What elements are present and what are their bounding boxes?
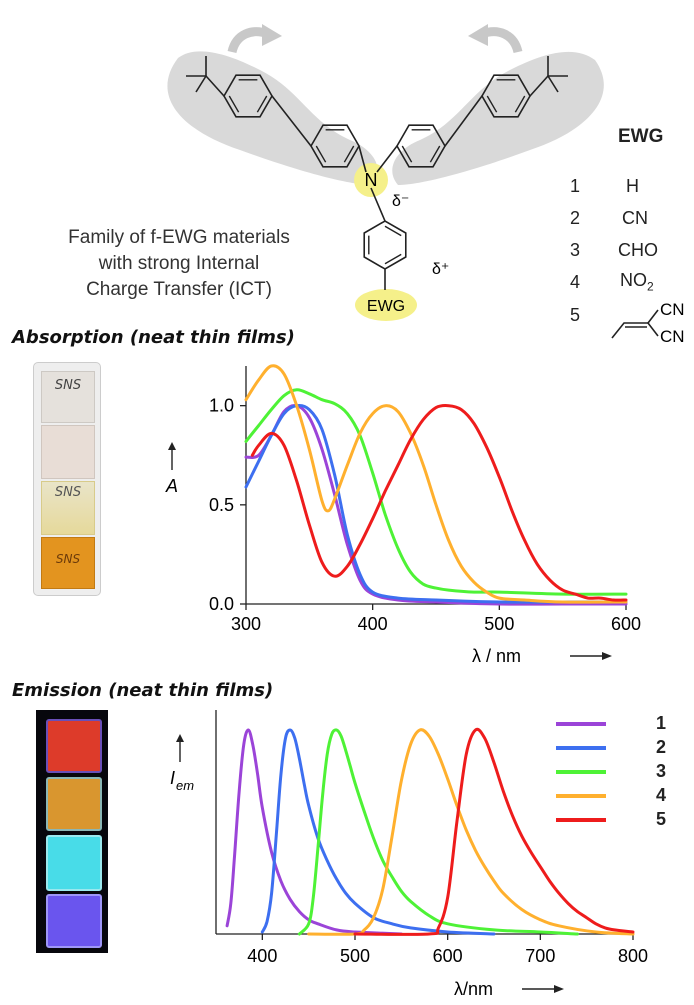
caption-line-3: Charge Transfer (ICT): [86, 279, 272, 300]
em-xtick-label: 700: [525, 946, 555, 966]
em-ylabel-sub: em: [176, 778, 194, 793]
abs-ytick-label: 0.0: [209, 594, 234, 614]
abs-series-3-line: [244, 388, 628, 596]
film-3: SNS: [41, 481, 95, 535]
film-1: SNS: [41, 371, 95, 423]
emission-chart: 400 500 600 700 800 I em λ/nm: [170, 710, 648, 999]
delta-minus-label: δ⁻: [392, 193, 409, 210]
absorption-film-photo: SNS SNS SNS: [33, 362, 101, 596]
em-xtick-label: 800: [618, 946, 648, 966]
em-xtick-label: 600: [433, 946, 463, 966]
glow-film-5: [46, 719, 102, 773]
legend-label: 3: [656, 761, 667, 781]
nitrogen-highlight: [354, 163, 388, 197]
caption-line-1: Family of f-EWG materials: [68, 227, 290, 248]
legend-swatch: [556, 722, 606, 726]
em-series-1-line: [225, 728, 403, 936]
legend-label: 5: [656, 809, 667, 829]
abs-xtick-label: 300: [231, 614, 261, 634]
bottom-phenyl-ring: [363, 220, 407, 270]
legend-item-1: 1: [556, 713, 686, 735]
ewg-num-2: 2: [570, 208, 581, 228]
absorption-section-title: Absorption (neat thin films): [12, 327, 295, 348]
em-ylabel-arrowhead-icon: [176, 734, 184, 742]
legend-swatch: [556, 794, 606, 798]
legend-swatch: [556, 818, 606, 822]
legend-item-5: 5: [556, 809, 686, 831]
emission-film-photo: [36, 710, 108, 953]
em-series-5-line: [353, 727, 635, 936]
abs-ytick-label: 1.0: [209, 396, 234, 416]
nitrogen-label: N: [365, 170, 378, 190]
ewg-group-label: EWG: [367, 298, 405, 315]
ewg-val-3: CHO: [618, 240, 658, 260]
molecule-caption: Family of f-EWG materials with strong In…: [24, 225, 334, 303]
glow-film-1: [46, 894, 102, 948]
absorption-chart: 0.0 0.5 1.0 300 400 500 600 Aλ / nm: [165, 364, 641, 666]
abs-xtick-label: 600: [611, 614, 641, 634]
ewg-num-3: 3: [570, 240, 581, 260]
ewg-val-4: NO2: [620, 270, 654, 294]
abs-xtick-label: 500: [484, 614, 514, 634]
em-xlabel-arrowhead-icon: [554, 985, 564, 993]
rotation-arrowhead-left-icon: [262, 24, 282, 46]
cn-top-label: CN: [660, 300, 685, 319]
ewg-num-1: 1: [570, 176, 581, 196]
legend-swatch: [556, 770, 606, 774]
legend-item-3: 3: [556, 761, 686, 783]
ewg-val-2: CN: [622, 208, 648, 228]
em-ylabel: I: [170, 768, 175, 788]
abs-ytick-label: 0.5: [209, 495, 234, 515]
em-xtick-label: 400: [247, 946, 277, 966]
emission-section-title: Emission (neat thin films): [12, 680, 274, 701]
ewg-num-4: 4: [570, 272, 581, 292]
film-4: SNS: [41, 537, 95, 589]
legend-label: 4: [656, 785, 667, 805]
cn-bottom-label: CN: [660, 327, 685, 346]
glow-film-3: [46, 835, 102, 891]
film-2: [41, 425, 95, 479]
abs-xlabel: λ / nm: [472, 646, 521, 666]
ewg-val-1: H: [626, 176, 639, 196]
em-series-4-line: [307, 728, 635, 936]
film-1-label: SNS: [54, 378, 82, 393]
dicyanovinyl-structure: CN CN: [611, 300, 685, 346]
em-series-2-line: [260, 728, 496, 936]
em-xtick-label: 500: [340, 946, 370, 966]
delta-plus-label: δ⁺: [432, 261, 449, 278]
ewg-num-5: 5: [570, 305, 581, 325]
abs-xlabel-arrowhead-icon: [602, 652, 612, 660]
legend-label: 2: [656, 737, 667, 757]
ewg-table-header: EWG: [618, 126, 664, 147]
legend-swatch: [556, 746, 606, 750]
abs-xtick-label: 400: [358, 614, 388, 634]
em-xlabel: λ/nm: [454, 979, 493, 999]
abs-series-2-line: [244, 403, 628, 604]
film-4-label: SNS: [55, 552, 81, 566]
em-series-3-line: [297, 728, 579, 936]
right-donor-lobe: [392, 51, 604, 185]
abs-series-5-line: [250, 404, 628, 602]
glow-film-4: [46, 777, 102, 831]
film-3-label: SNS: [54, 485, 82, 500]
abs-ylabel-arrowhead-icon: [168, 442, 176, 450]
legend-label: 1: [656, 713, 667, 733]
abs-series-4-line: [244, 364, 628, 604]
legend-item-4: 4: [556, 785, 686, 807]
molecule-structure: N δ⁻ δ⁺ EWG: [167, 24, 604, 321]
rotation-arrowhead-right-icon: [468, 24, 488, 46]
no2-main: NO: [620, 270, 647, 290]
left-donor-lobe: [167, 51, 378, 185]
caption-line-2: with strong Internal: [98, 253, 260, 274]
ewg-highlight: [355, 289, 417, 321]
legend-item-2: 2: [556, 737, 686, 759]
abs-ylabel: A: [165, 476, 178, 496]
no2-sub: 2: [647, 279, 654, 294]
